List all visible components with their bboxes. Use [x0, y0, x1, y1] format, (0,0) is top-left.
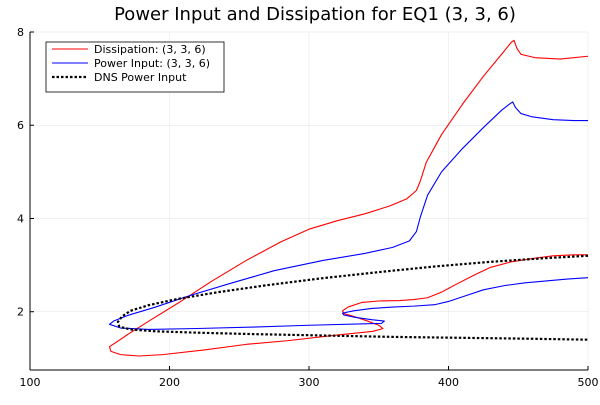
series-group: [108, 39, 588, 357]
legend-label-1: Power Input: (3, 3, 6): [94, 57, 210, 70]
y-tick-label: 2: [17, 306, 24, 319]
series-line-0: [108, 39, 588, 357]
y-tick-label: 4: [17, 212, 24, 225]
legend: Dissipation: (3, 3, 6)Power Input: (3, 3…: [45, 41, 225, 93]
legend-label-2: DNS Power Input: [94, 71, 187, 84]
legend-label-0: Dissipation: (3, 3, 6): [94, 43, 206, 56]
y-tick-label: 8: [17, 26, 24, 39]
axes: [29, 31, 589, 371]
tick-labels: 100 200 300 400 500 2 4 6 8: [17, 26, 599, 389]
series-line-2: [116, 254, 588, 341]
series-line-1: [108, 101, 588, 330]
x-tick-label: 300: [299, 376, 320, 389]
x-tick-label: 400: [438, 376, 459, 389]
x-tick-label: 100: [20, 376, 41, 389]
chart-title: Power Input and Dissipation for EQ1 (3, …: [114, 4, 516, 25]
grid-lines: [29, 31, 589, 370]
x-tick-label: 200: [159, 376, 180, 389]
y-tick-label: 6: [17, 119, 24, 132]
legend-box: [45, 41, 225, 93]
x-tick-label: 500: [578, 376, 599, 389]
